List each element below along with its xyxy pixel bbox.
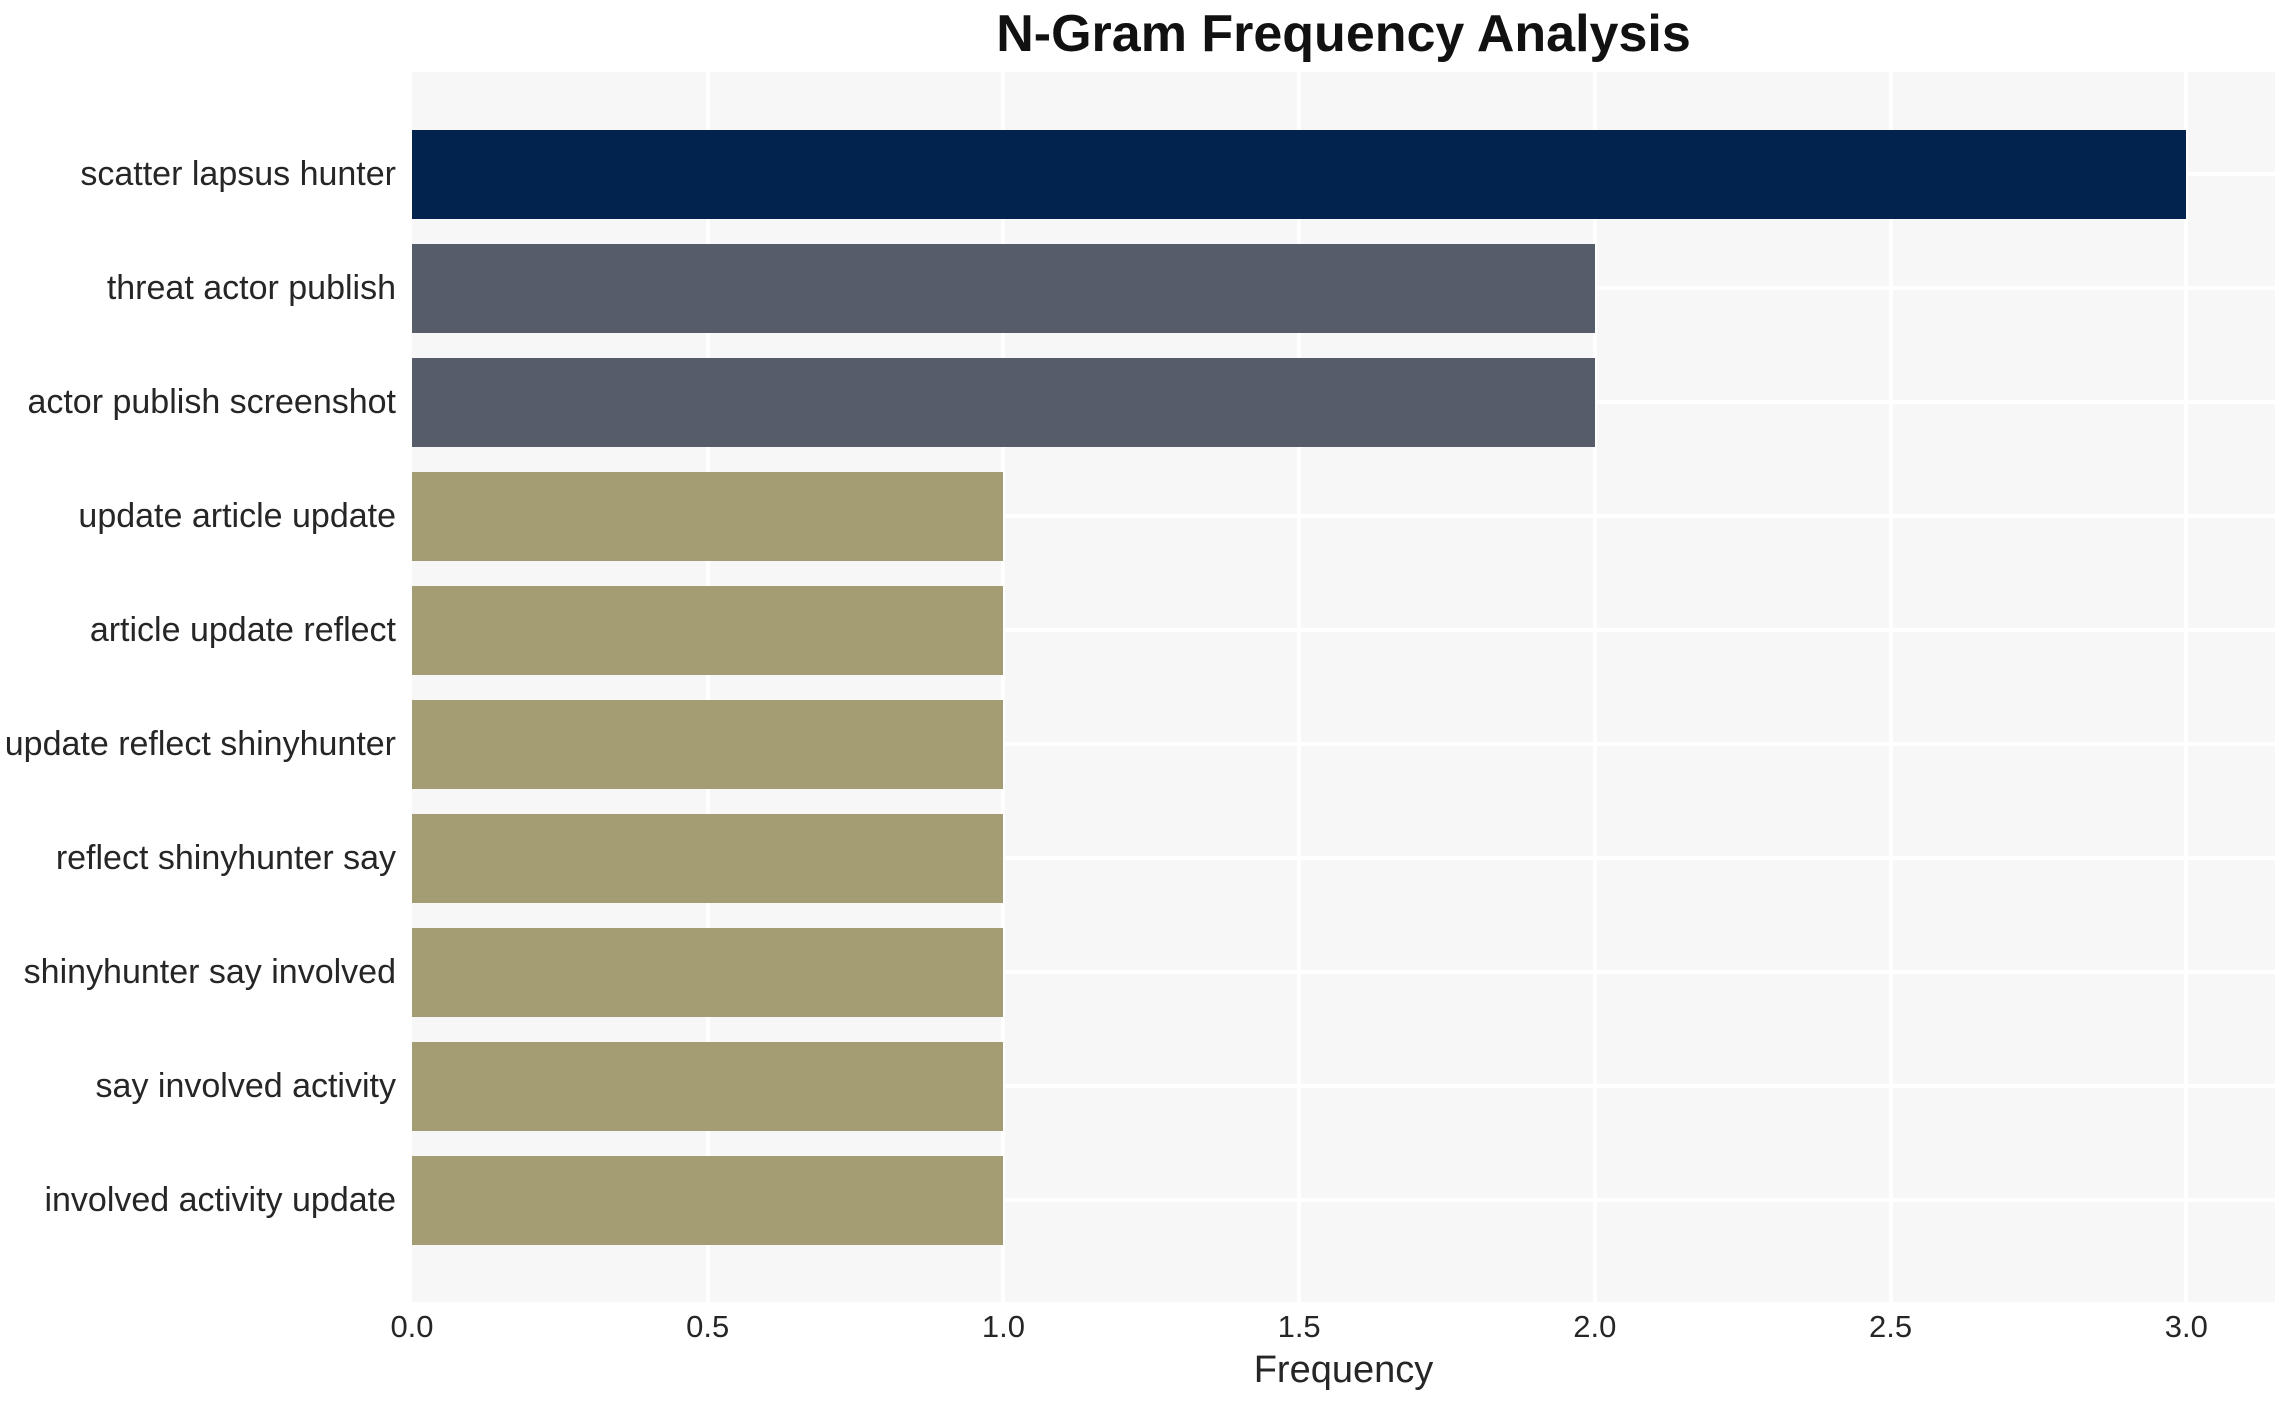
- x-tick-label: 3.0: [2164, 1309, 2208, 1344]
- v-gridline: [1297, 72, 1302, 1302]
- category-label: update article update: [78, 497, 396, 535]
- category-label: reflect shinyhunter say: [55, 839, 396, 877]
- bar: [412, 129, 2187, 219]
- h-gridline: [412, 1084, 2275, 1088]
- h-gridline: [412, 970, 2275, 974]
- h-gridline: [412, 742, 2275, 746]
- bar: [412, 699, 1004, 789]
- v-gridline: [705, 72, 710, 1302]
- v-gridline: [1888, 72, 1893, 1302]
- x-tick-label: 0.0: [390, 1309, 434, 1344]
- x-tick-label: 2.0: [1573, 1309, 1617, 1344]
- h-gridline: [412, 628, 2275, 632]
- x-tick-label: 2.5: [1869, 1309, 1913, 1344]
- h-gridline: [412, 856, 2275, 860]
- category-label: shinyhunter say involved: [23, 953, 396, 991]
- bar: [412, 243, 1595, 333]
- bar: [412, 927, 1004, 1017]
- bar: [412, 471, 1004, 561]
- bar: [412, 813, 1004, 903]
- h-gridline: [412, 1198, 2275, 1202]
- x-tick-label: 1.5: [1277, 1309, 1321, 1344]
- category-label: actor publish screenshot: [27, 383, 396, 421]
- plot-area: [412, 72, 2275, 1302]
- x-tick-label: 1.0: [981, 1309, 1025, 1344]
- category-label: say involved activity: [95, 1067, 396, 1105]
- v-gridline: [1592, 72, 1597, 1302]
- chart-title: N-Gram Frequency Analysis: [996, 5, 1691, 63]
- category-label: update reflect shinyhunter: [4, 725, 396, 763]
- bar: [412, 1041, 1004, 1131]
- bar: [412, 357, 1595, 447]
- x-tick-label: 0.5: [686, 1309, 730, 1344]
- category-label: article update reflect: [89, 611, 396, 649]
- bar: [412, 1155, 1004, 1245]
- h-gridline: [412, 514, 2275, 518]
- bar: [412, 585, 1004, 675]
- v-gridline: [1001, 72, 1006, 1302]
- category-label: scatter lapsus hunter: [80, 155, 396, 193]
- category-label: threat actor publish: [106, 269, 396, 307]
- x-axis-label: Frequency: [1253, 1349, 1434, 1391]
- v-gridline: [2184, 72, 2189, 1302]
- category-label: involved activity update: [44, 1181, 396, 1219]
